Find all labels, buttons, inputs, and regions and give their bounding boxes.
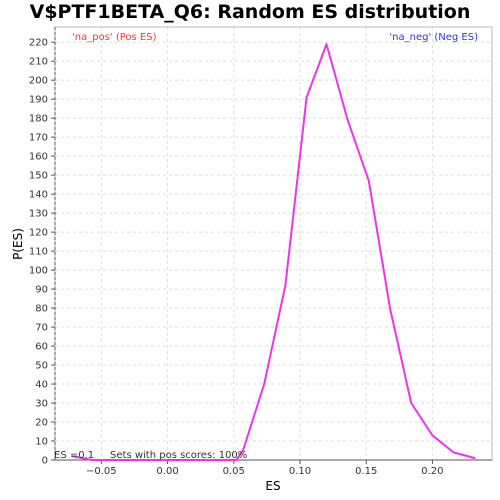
grid [55, 27, 492, 460]
series-line [72, 43, 476, 461]
y-tick-label: 0 [42, 456, 48, 467]
y-tick-label: 220 [29, 38, 48, 49]
x-tick-label: 0.00 [156, 466, 178, 477]
data-point [194, 459, 197, 461]
data-point [368, 180, 370, 182]
y-tick-label: 180 [29, 114, 48, 125]
data-point [305, 96, 308, 99]
data-point [473, 457, 476, 459]
y-tick-label: 60 [35, 342, 48, 353]
data-point [431, 434, 434, 437]
x-tick-label: 0.05 [223, 466, 245, 477]
data-point [325, 43, 328, 45]
data-point [389, 307, 391, 309]
y-tick-label: 100 [29, 266, 48, 277]
y-tick-label: 80 [35, 304, 48, 315]
y-tick-label: 170 [29, 133, 48, 144]
data-point [346, 119, 349, 121]
data-point [242, 449, 244, 452]
x-tick-label: 0.10 [289, 466, 311, 477]
data-point [410, 402, 413, 404]
data-point [214, 459, 217, 461]
y-tick-label: 70 [35, 323, 48, 334]
y-tick-label: 190 [29, 95, 48, 106]
x-tick-label: 0.15 [355, 466, 377, 477]
x-tick-label: −0.05 [86, 466, 117, 477]
data-point [235, 459, 238, 461]
plot-frame [54, 26, 493, 461]
es-footnote: ES =0.1 Sets with pos scores: 100% [54, 450, 247, 461]
data-point [284, 284, 287, 287]
y-tick-label: 50 [35, 361, 48, 372]
y-tick-label: 130 [29, 209, 48, 220]
y-tick-label: 120 [29, 228, 48, 239]
y-tick-label: 40 [35, 380, 48, 391]
y-tick-label: 200 [29, 76, 48, 87]
data-point [132, 459, 134, 461]
x-axis-label: ES [265, 479, 280, 493]
data-point [71, 455, 74, 458]
y-tick-label: 10 [35, 437, 48, 448]
y-tick-label: 90 [35, 285, 48, 296]
y-tick-label: 110 [29, 247, 48, 258]
series-layer [71, 43, 476, 461]
y-tick-label: 30 [35, 399, 48, 410]
y-tick-label: 150 [29, 171, 48, 182]
data-point [173, 459, 175, 461]
y-tick-label: 210 [29, 57, 48, 68]
data-point [153, 459, 156, 461]
y-axis-label: P(ES) [11, 228, 25, 260]
axis-ticks: 0 10 20 30 40 50 60 70 80 90 100 110 120 130 140 150 160… [29, 38, 444, 477]
chart-title: V$PTF1BETA_Q6: Random ES distribution [30, 1, 471, 23]
data-point [91, 459, 93, 461]
y-tick-label: 140 [29, 190, 48, 201]
y-tick-label: 20 [35, 418, 48, 429]
y-tick-label: 160 [29, 152, 48, 163]
x-tick-label: 0.20 [421, 466, 443, 477]
legend-pos-es: 'na_pos' (Pos ES) [72, 32, 157, 43]
legend-neg-es: 'na_neg' (Neg ES) [389, 32, 478, 43]
data-point [452, 451, 455, 454]
data-point [263, 383, 266, 385]
data-point [112, 459, 115, 461]
